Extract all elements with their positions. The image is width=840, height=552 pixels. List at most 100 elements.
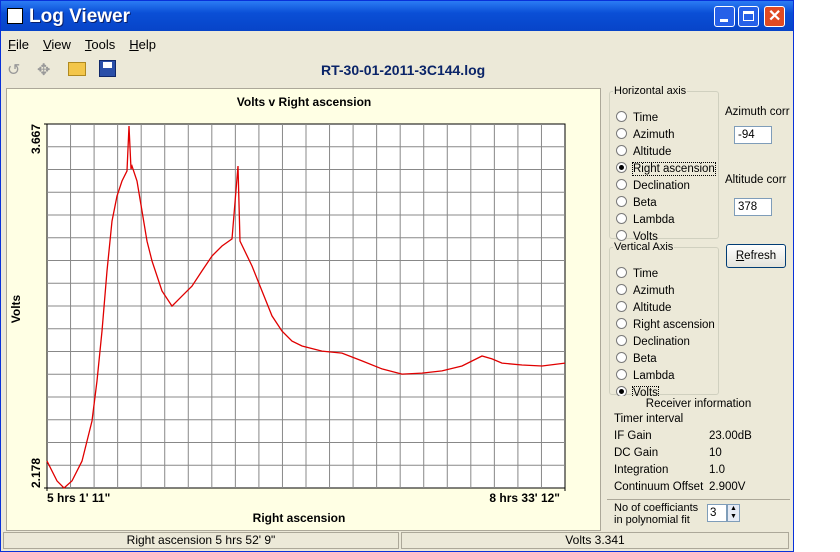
title-bar: Log Viewer ✕ [1,1,793,31]
info-value: 10 [709,447,722,459]
radio-option[interactable]: Right ascension [616,162,716,179]
radio-label: Volts [633,231,658,243]
radio-label: Beta [633,197,657,209]
radio-button[interactable] [616,162,627,173]
group-label: Vertical Axis [614,241,674,253]
data-line [46,125,566,489]
menu-item[interactable]: Tools [84,37,116,52]
refresh-button[interactable]: Refresh [726,244,786,268]
radio-label: Altitude [633,146,672,158]
chart: Volts v Right ascension Right ascension … [9,95,566,525]
minimize-button[interactable] [714,6,735,27]
section-title: Receiver information [645,398,752,410]
info-value: 23.00dB [709,430,752,442]
info-label: Timer interval [614,413,684,425]
radio-option[interactable]: Azimuth [616,284,675,301]
radio-option[interactable]: Right ascension [616,318,715,335]
window: Log Viewer ✕ File View Tools Help ↺ ✥ RT-30… [0,0,794,552]
move-button[interactable]: ✥ [37,62,51,79]
radio-option[interactable]: Declination [616,335,690,352]
field-label: Azimuth corr [725,106,790,118]
azimuth-input[interactable]: -94 [734,126,772,144]
file-name: RT-30-01-2011-3C144.log [321,62,486,78]
close-button[interactable]: ✕ [764,6,785,27]
radio-label: Declination [633,336,690,348]
spinner[interactable]: ▲ ▼ [727,504,740,522]
toolbar: ↺ ✥ [1,57,793,85]
radio-label: Lambda [633,214,675,226]
radio-label: Beta [633,353,657,365]
save-button[interactable] [99,60,116,77]
menu-item[interactable]: Help [129,37,157,52]
radio-option[interactable]: Lambda [616,369,675,386]
radio-label: Right ascension [633,319,715,331]
info-label: Integration [614,464,669,476]
radio-label: Lambda [633,370,675,382]
coefficients-row: No of coefficiants in polynomial fit 3 ▲… [607,499,790,530]
info-label: DC Gain [614,447,659,459]
x-axis-label: Right ascension [253,511,346,525]
coefficients-input[interactable]: 3 [707,504,727,522]
radio-button[interactable] [616,128,627,139]
radio-button[interactable] [616,111,627,122]
app-icon [7,8,23,24]
radio-button[interactable] [616,352,627,363]
radio-label: Azimuth [633,285,675,297]
x-tick-label: 8 hrs 33' 12" [489,491,560,505]
radio-option[interactable]: Declination [616,179,690,196]
radio-button[interactable] [616,145,627,156]
menu-item[interactable]: File [8,37,29,52]
radio-label: Altitude [633,302,672,314]
info-label: IF Gain [614,430,652,442]
status-pane: Right ascension 5 hrs 52' 9" [3,532,399,549]
group-label: Horizontal axis [614,85,687,97]
radio-option[interactable]: Azimuth [616,128,675,145]
y-axis-label: Volts [9,294,23,323]
window-title: Log Viewer [29,6,131,27]
radio-button[interactable] [616,318,627,329]
status-bar: Right ascension 5 hrs 52' 9" Volts 3.341 [3,531,791,550]
radio-button[interactable] [616,284,627,295]
x-tick-label: 5 hrs 1' 11" [47,491,110,505]
menu-item[interactable]: View [42,37,71,52]
radio-option[interactable]: Altitude [616,145,671,162]
undo-button[interactable]: ↺ [7,62,21,79]
radio-button[interactable] [616,335,627,346]
y-tick-label: 3.667 [29,124,43,154]
chart-panel: Volts v Right ascension Right ascension … [6,88,601,531]
info-value: 2.900V [709,481,746,493]
radio-option[interactable]: Beta [616,352,657,369]
radio-option[interactable]: Altitude [616,301,671,318]
radio-button[interactable] [616,196,627,207]
radio-button[interactable] [616,369,627,380]
chart-title: Volts v Right ascension [237,95,371,109]
radio-label: Azimuth [633,129,675,141]
receiver-info: Receiver information Timer interval IF Ga… [607,396,790,499]
radio-option[interactable]: Volts [616,230,658,247]
radio-option[interactable]: Lambda [616,213,675,230]
radio-option[interactable]: Time [616,111,658,128]
field-label: No of coefficiants in polynomial fit [614,502,699,526]
maximize-button[interactable] [738,6,759,27]
radio-label: Time [633,112,659,124]
info-value: 1.0 [709,464,725,476]
radio-button[interactable] [616,179,627,190]
radio-button[interactable] [616,213,627,224]
radio-label: Declination [633,180,690,192]
radio-button[interactable] [616,267,627,278]
field-label: Altitude corr [725,174,787,186]
open-button[interactable] [68,62,86,76]
radio-label: Time [633,268,659,280]
radio-option[interactable]: Beta [616,196,657,213]
radio-label: Right ascension [632,162,716,176]
altitude-input[interactable]: 378 [734,198,772,216]
radio-option[interactable]: Time [616,267,658,284]
status-pane: Volts 3.341 [401,532,789,549]
menu-bar: File View Tools Help [1,34,793,54]
info-label: Continuum Offset [614,481,704,493]
radio-button[interactable] [616,230,627,241]
vertical-axis-group: Vertical Axis Time Azimuth Altitude Right a… [609,241,719,400]
y-tick-label: 2.178 [29,458,43,488]
radio-button[interactable] [616,301,627,312]
